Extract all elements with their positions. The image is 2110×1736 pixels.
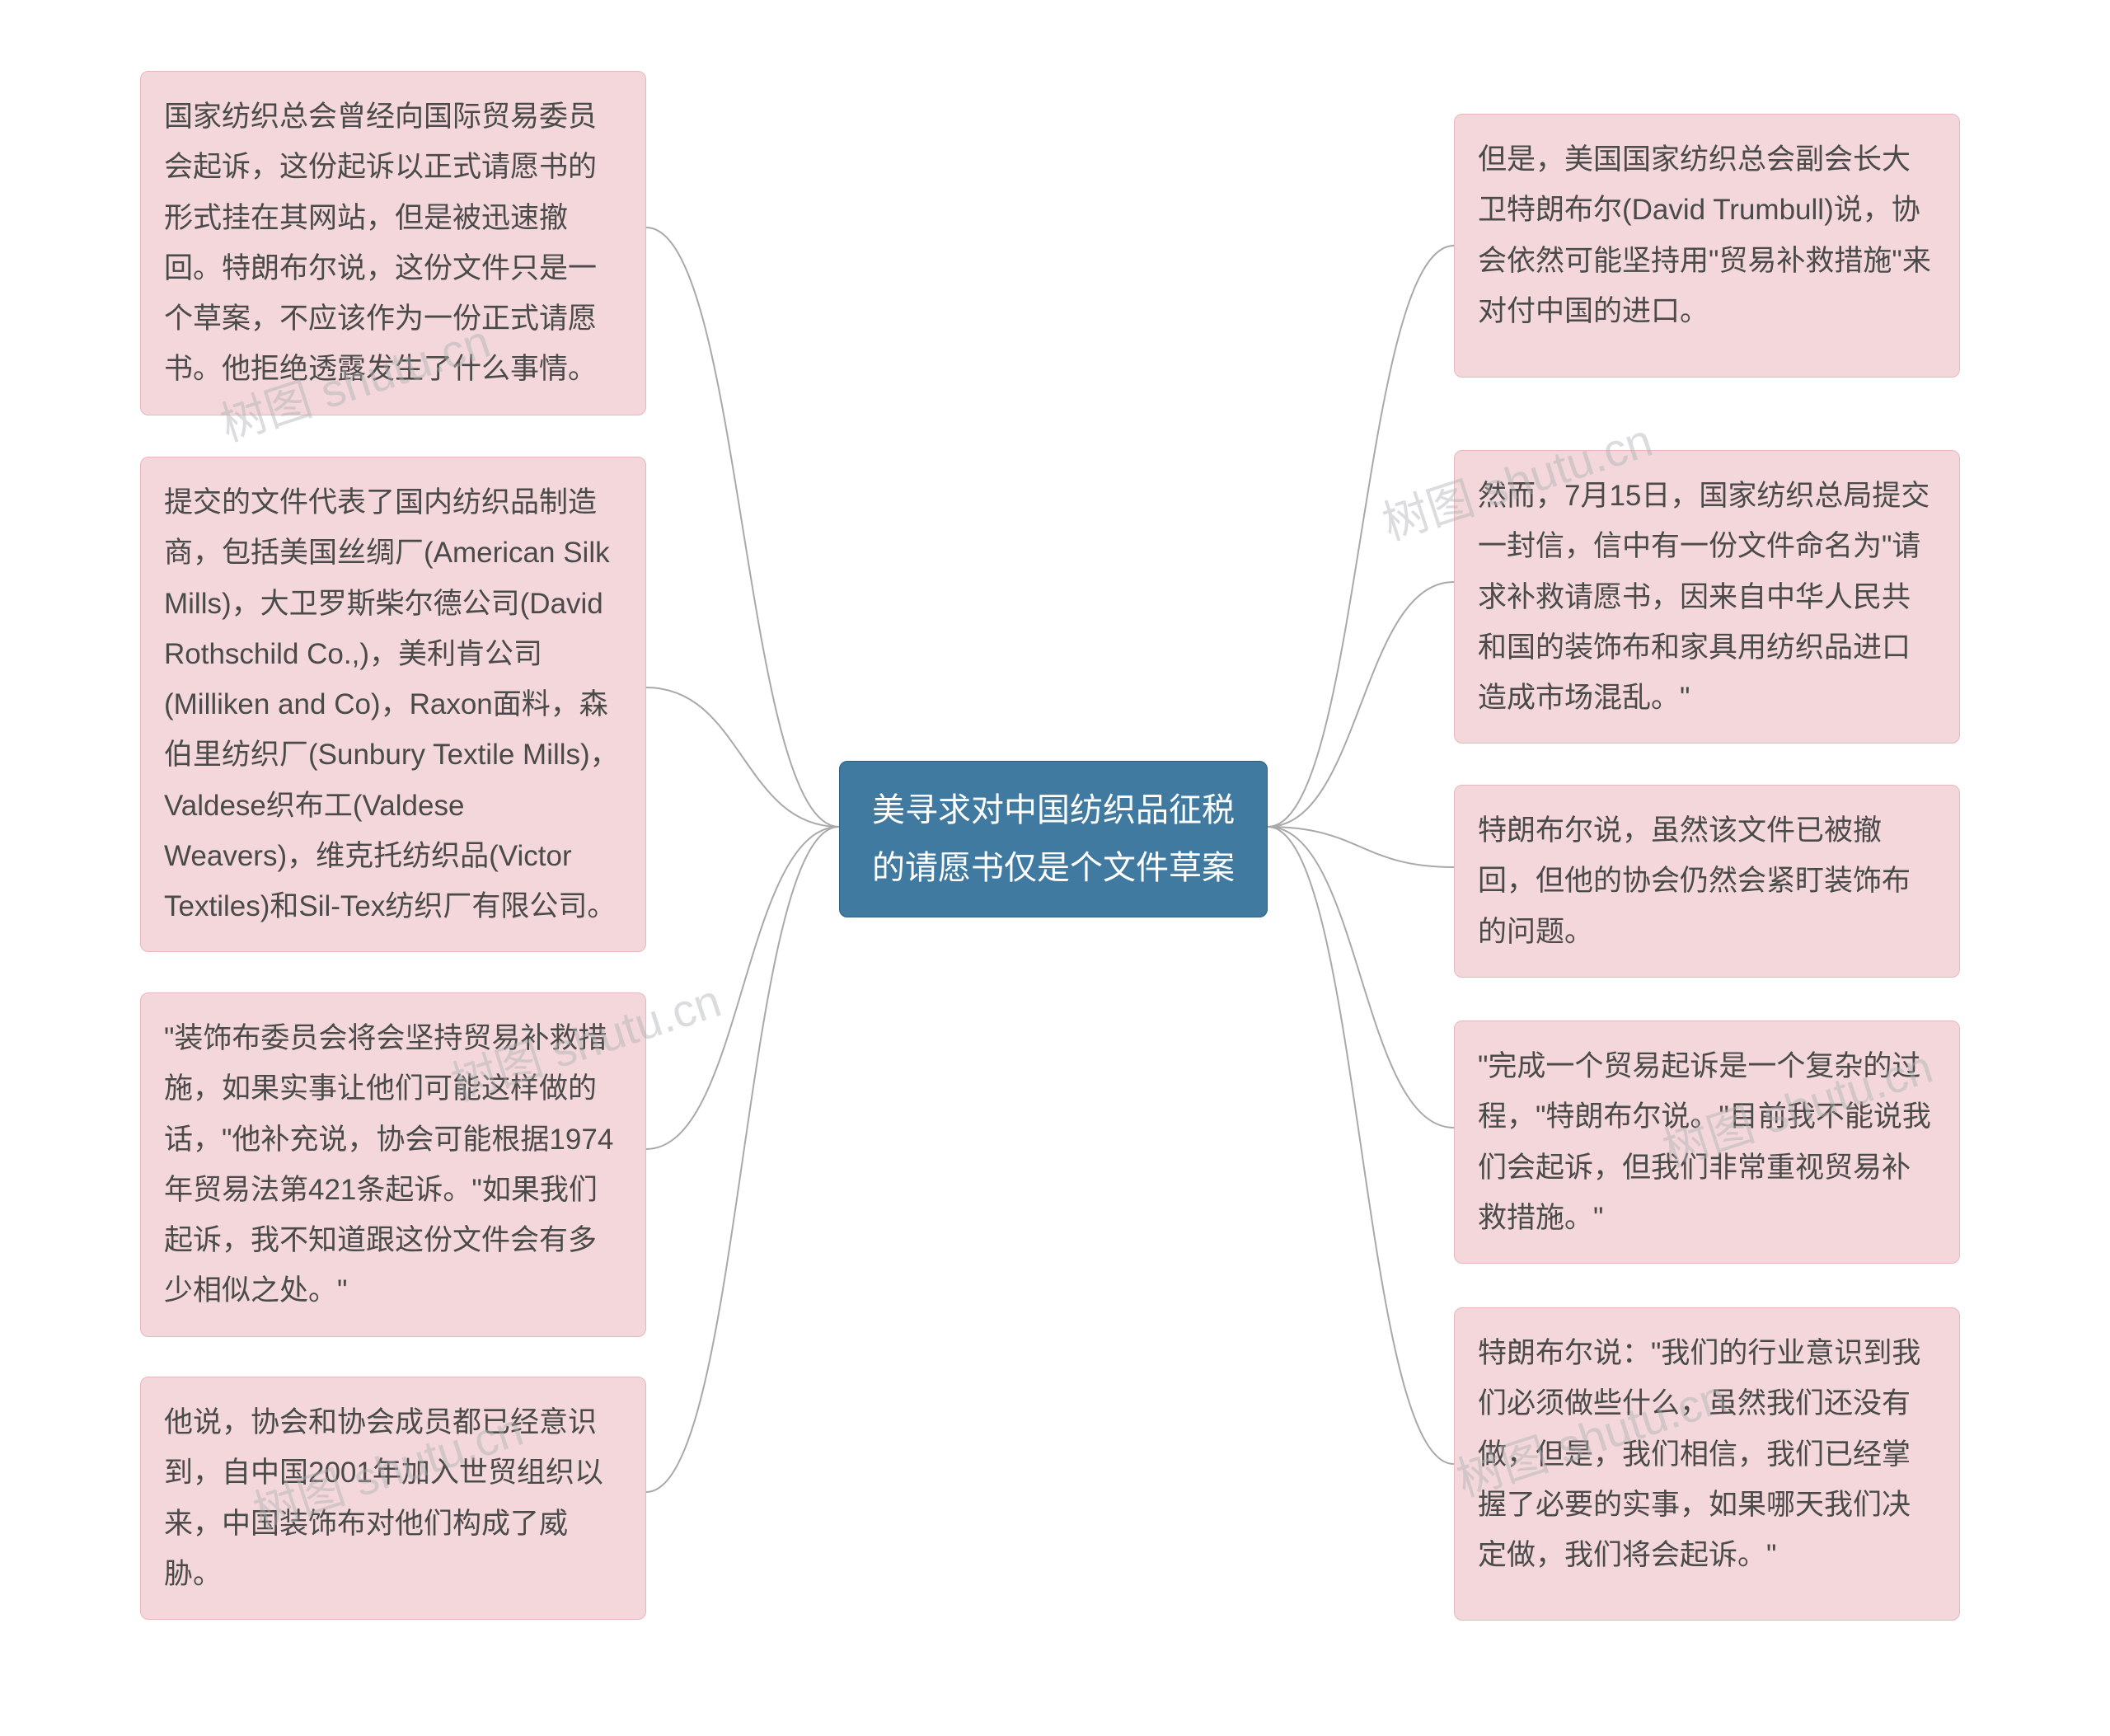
leaf-left-0[interactable]: 国家纺织总会曾经向国际贸易委员会起诉，这份起诉以正式请愿书的形式挂在其网站，但是… [140,71,646,415]
leaf-right-4-text: 特朗布尔说："我们的行业意识到我们必须做些什么，虽然我们还没有做，但是，我们相信… [1478,1337,1920,1571]
connector [646,827,839,1492]
connector [1268,827,1454,867]
center-line1: 美寻求对中国纺织品征税 [863,781,1244,839]
connector [646,687,839,827]
center-node[interactable]: 美寻求对中国纺织品征税的请愿书仅是个文件草案 [839,761,1268,917]
connector [1268,827,1454,1464]
leaf-right-0[interactable]: 但是，美国国家纺织总会副会长大卫特朗布尔(David Trumbull)说，协会… [1454,114,1960,378]
connector [646,228,839,827]
center-line2: 的请愿书仅是个文件草案 [863,839,1244,897]
leaf-left-2[interactable]: "装饰布委员会将会坚持贸易补救措施，如果实事让他们可能这样做的话，"他补充说，协… [140,992,646,1337]
leaf-right-3-text: "完成一个贸易起诉是一个复杂的过程，"特朗布尔说。"目前我不能说我们会起诉，但我… [1478,1050,1931,1234]
leaf-right-3[interactable]: "完成一个贸易起诉是一个复杂的过程，"特朗布尔说。"目前我不能说我们会起诉，但我… [1454,1020,1960,1264]
connector [1268,582,1454,827]
leaf-right-2[interactable]: 特朗布尔说，虽然该文件已被撤回，但他的协会仍然会紧盯装饰布的问题。 [1454,785,1960,978]
leaf-left-1[interactable]: 提交的文件代表了国内纺织品制造商，包括美国丝绸厂(American Silk M… [140,457,646,952]
leaf-right-4[interactable]: 特朗布尔说："我们的行业意识到我们必须做些什么，虽然我们还没有做，但是，我们相信… [1454,1307,1960,1621]
connector [1268,827,1454,1128]
leaf-right-2-text: 特朗布尔说，虽然该文件已被撤回，但他的协会仍然会紧盯装饰布的问题。 [1478,814,1911,948]
leaf-left-1-text: 提交的文件代表了国内纺织品制造商，包括美国丝绸厂(American Silk M… [164,486,619,922]
leaf-left-2-text: "装饰布委员会将会坚持贸易补救措施，如果实事让他们可能这样做的话，"他补充说，协… [164,1022,613,1307]
connector [1268,246,1454,827]
leaf-right-1[interactable]: 然而，7月15日，国家纺织总局提交一封信，信中有一份文件命名为"请求补救请愿书，… [1454,450,1960,744]
leaf-left-3-text: 他说，协会和协会成员都已经意识到，自中国2001年加入世贸组织以来，中国装饰布对… [164,1406,603,1590]
leaf-left-0-text: 国家纺织总会曾经向国际贸易委员会起诉，这份起诉以正式请愿书的形式挂在其网站，但是… [164,101,597,385]
leaf-right-1-text: 然而，7月15日，国家纺织总局提交一封信，信中有一份文件命名为"请求补救请愿书，… [1478,480,1929,714]
connector [646,827,839,1149]
leaf-left-3[interactable]: 他说，协会和协会成员都已经意识到，自中国2001年加入世贸组织以来，中国装饰布对… [140,1377,646,1620]
leaf-right-0-text: 但是，美国国家纺织总会副会长大卫特朗布尔(David Trumbull)说，协会… [1478,143,1931,327]
